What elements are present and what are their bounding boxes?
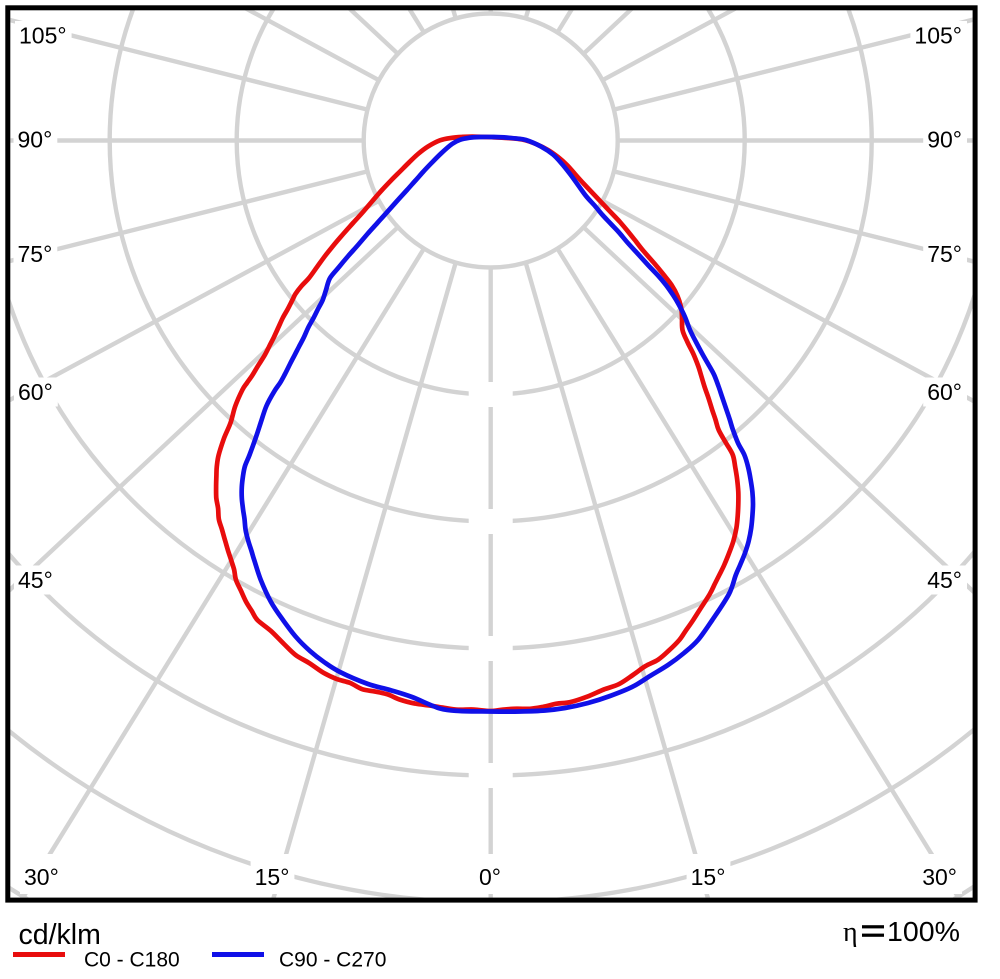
svg-text:0°: 0° bbox=[479, 864, 501, 890]
svg-text:105°: 105° bbox=[19, 23, 67, 49]
svg-text:C90 - C270: C90 - C270 bbox=[279, 949, 386, 972]
svg-text:90°: 90° bbox=[927, 127, 962, 153]
svg-text:15°: 15° bbox=[255, 864, 290, 890]
svg-text:15°: 15° bbox=[691, 864, 726, 890]
svg-text:75°: 75° bbox=[927, 241, 962, 267]
svg-text:C0 - C180: C0 - C180 bbox=[84, 949, 180, 972]
svg-text:75°: 75° bbox=[18, 241, 53, 267]
svg-text:30°: 30° bbox=[24, 864, 59, 890]
svg-text:η: η bbox=[843, 917, 858, 948]
svg-text:cd/klm: cd/klm bbox=[19, 919, 101, 951]
svg-text:30°: 30° bbox=[922, 864, 957, 890]
svg-text:60°: 60° bbox=[927, 379, 962, 405]
svg-text:45°: 45° bbox=[927, 567, 962, 593]
svg-text:60°: 60° bbox=[18, 379, 53, 405]
svg-text:90°: 90° bbox=[18, 127, 53, 153]
svg-text:105°: 105° bbox=[914, 23, 962, 49]
svg-text:100%: 100% bbox=[887, 916, 960, 947]
svg-text:45°: 45° bbox=[18, 567, 53, 593]
